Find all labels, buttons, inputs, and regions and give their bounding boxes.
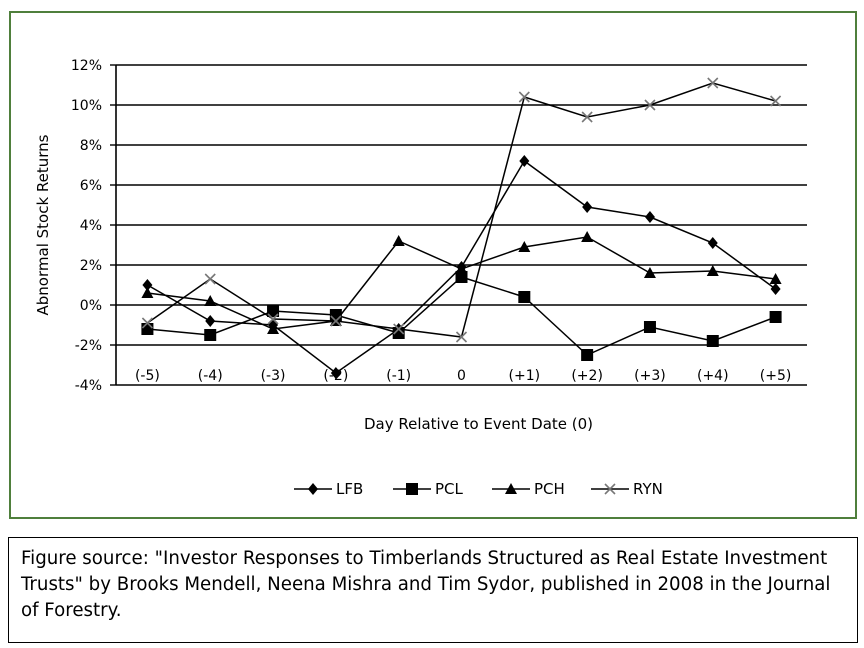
legend-marker-lfb: [308, 483, 318, 495]
x-tick-label: (-1): [386, 368, 411, 384]
legend-marker-ryn: [604, 483, 616, 495]
data-point-ryn: [707, 77, 719, 89]
y-tick-label: 12%: [71, 58, 102, 74]
data-point-ryn: [644, 99, 656, 111]
y-tick-label: -2%: [75, 338, 102, 354]
y-tick-label: -4%: [75, 378, 102, 394]
data-point-ryn: [330, 315, 342, 327]
data-point-pch: [581, 231, 594, 242]
x-tick-label: (+4): [697, 368, 729, 384]
data-point-pch: [769, 273, 782, 284]
series-line-ryn: [146, 82, 776, 338]
x-tick-label: 0: [457, 368, 466, 384]
marker-stroke: [455, 331, 468, 343]
data-point-pcl: [643, 321, 656, 333]
chart-frame: -4%-2%0%2%4%6%8%10%12% (-5)(-4)(-3)(-2)(…: [9, 11, 857, 519]
marker-stroke: [393, 323, 405, 335]
data-point-lfb: [644, 211, 655, 223]
y-axis-title: Abnormal Stock Returns: [34, 134, 52, 315]
marker-stroke: [644, 99, 656, 111]
gridlines: [110, 64, 807, 386]
marker-stroke: [604, 483, 616, 495]
data-point-pch: [706, 265, 719, 276]
data-point-pcl: [518, 291, 531, 303]
data-point-pcl: [581, 349, 594, 361]
figure-caption: Figure source: "Investor Responses to Ti…: [8, 537, 858, 643]
data-point-ryn: [518, 91, 530, 103]
y-tick-label: 2%: [80, 258, 102, 274]
y-tick-label: 4%: [80, 218, 102, 234]
line-chart: -4%-2%0%2%4%6%8%10%12% (-5)(-4)(-3)(-2)(…: [34, 58, 807, 498]
caption-text: Figure source: "Investor Responses to Ti…: [21, 548, 831, 621]
data-point-pch: [204, 295, 217, 306]
y-tick-label: 8%: [80, 138, 102, 154]
y-tick-label: 6%: [80, 178, 102, 194]
data-point-ryn: [141, 317, 153, 329]
series-line-pcl: [147, 276, 776, 356]
x-axis-ticks: (-5)(-4)(-3)(-2)(-1)0(+1)(+2)(+3)(+4)(+5…: [135, 368, 791, 384]
legend-label-lfb: LFB: [336, 480, 363, 498]
x-tick-label: (+3): [634, 368, 666, 384]
legend-marker-pcl: [406, 483, 418, 495]
legend-item-pch: PCH: [492, 480, 565, 498]
y-tick-label: 0%: [80, 298, 102, 314]
data-point-pch: [643, 267, 656, 278]
legend: LFB PCL PCH RYN: [294, 480, 663, 498]
data-point-lfb: [707, 237, 718, 249]
data-point-lfb: [519, 155, 530, 167]
data-point-pcl: [141, 323, 154, 335]
x-tick-label: (+1): [509, 368, 541, 384]
data-point-ryn: [581, 111, 593, 123]
legend-label-ryn: RYN: [633, 480, 663, 498]
data-point-pcl: [706, 335, 719, 347]
legend-item-lfb: LFB: [294, 480, 363, 498]
x-tick-label: (+2): [571, 368, 603, 384]
data-point-pch: [455, 263, 468, 274]
x-tick-label: (-3): [261, 368, 286, 384]
marker-stroke: [518, 91, 530, 103]
marker-stroke: [770, 95, 782, 107]
data-point-ryn: [770, 95, 782, 107]
y-tick-label: 10%: [71, 98, 102, 114]
data-point-ryn: [393, 323, 405, 335]
data-point-lfb: [205, 315, 216, 327]
series-ryn: [141, 77, 782, 343]
marker-stroke: [581, 111, 593, 123]
series-pch: [141, 231, 782, 334]
data-point-lfb: [582, 201, 593, 213]
data-point-lfb: [330, 367, 341, 379]
marker-stroke: [204, 273, 216, 285]
legend-label-pcl: PCL: [435, 480, 464, 498]
x-tick-label: (+5): [760, 368, 792, 384]
data-point-pcl: [267, 305, 280, 317]
data-point-lfb: [142, 279, 153, 291]
marker-stroke: [707, 77, 719, 89]
legend-item-pcl: PCL: [393, 480, 464, 498]
data-point-pch: [141, 287, 154, 298]
data-point-pch: [267, 323, 280, 334]
data-point-pcl: [204, 329, 217, 341]
series-lines: [141, 77, 782, 379]
x-axis-title: Day Relative to Event Date (0): [364, 415, 593, 433]
legend-label-pch: PCH: [534, 480, 565, 498]
legend-item-ryn: RYN: [591, 480, 663, 498]
marker-stroke: [330, 315, 342, 327]
data-point-ryn: [455, 331, 468, 343]
data-point-ryn: [204, 273, 216, 285]
data-point-pcl: [769, 311, 782, 323]
x-tick-label: (-5): [135, 368, 160, 384]
y-axis-ticks: -4% -2% 0% 2% 4% 6% 8% 10% 12%: [71, 58, 102, 394]
data-point-ryn: [267, 313, 279, 325]
series-pcl: [141, 271, 782, 361]
marker-stroke: [267, 313, 279, 325]
x-tick-label: (-4): [198, 368, 223, 384]
legend-marker-pch: [505, 483, 517, 494]
data-point-pch: [392, 235, 405, 246]
data-point-lfb: [770, 283, 781, 295]
data-point-pch: [518, 241, 531, 252]
marker-stroke: [141, 317, 153, 329]
